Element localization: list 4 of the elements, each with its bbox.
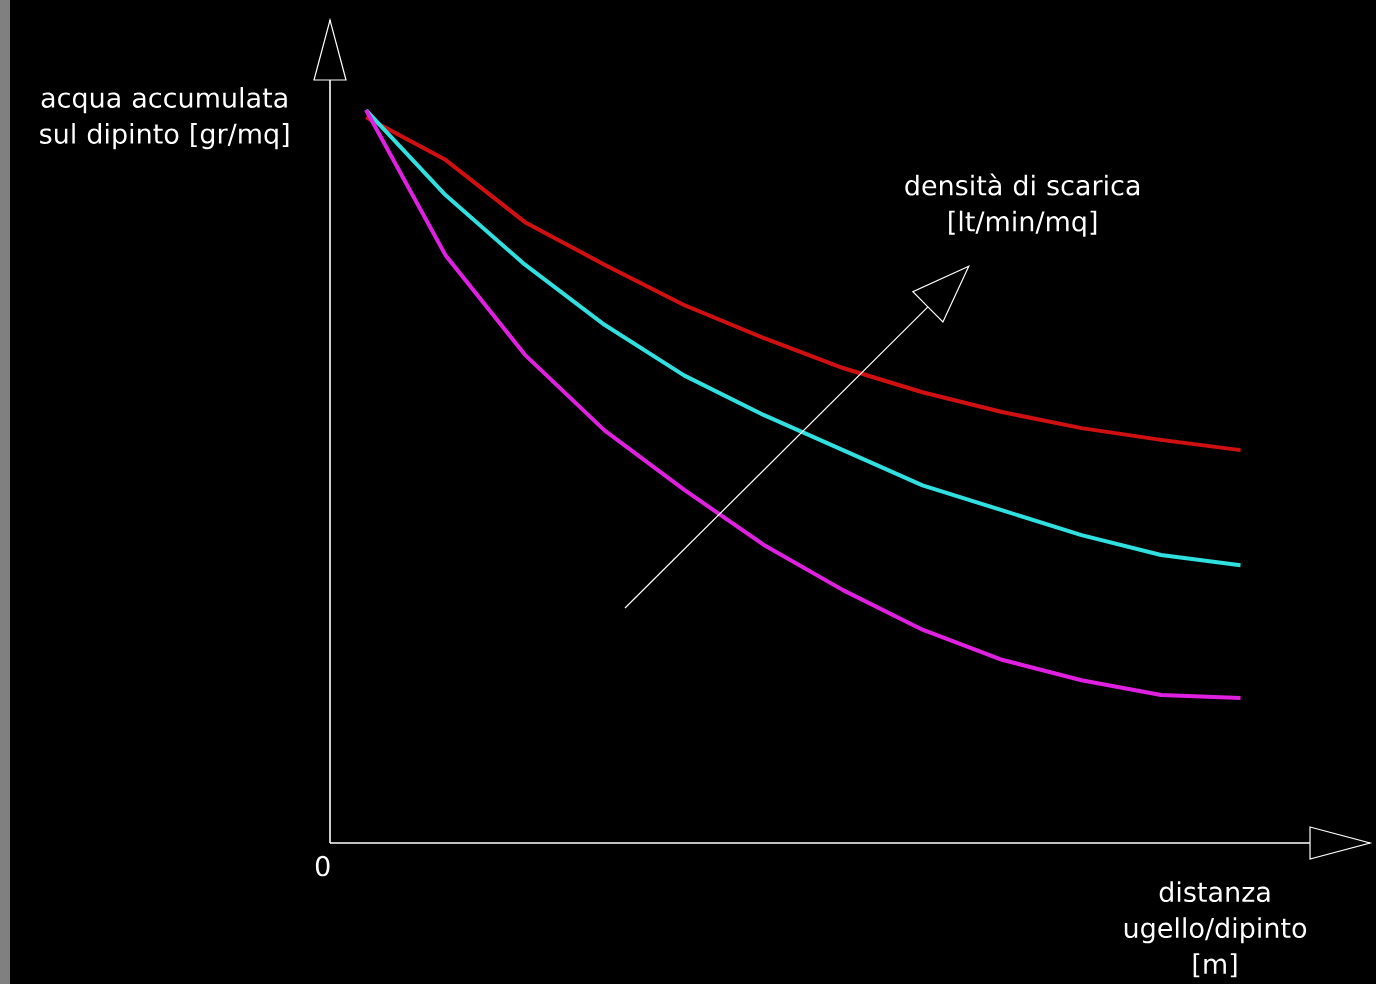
y-axis-title: acqua accumulata sul dipinto [gr/mq]	[40, 86, 289, 150]
annotation: densità di scarica [lt/min/mq]	[905, 173, 1140, 237]
text: 0	[315, 855, 330, 877]
x-axis-title: distanza ugello/dipinto [m]	[1124, 881, 1307, 978]
